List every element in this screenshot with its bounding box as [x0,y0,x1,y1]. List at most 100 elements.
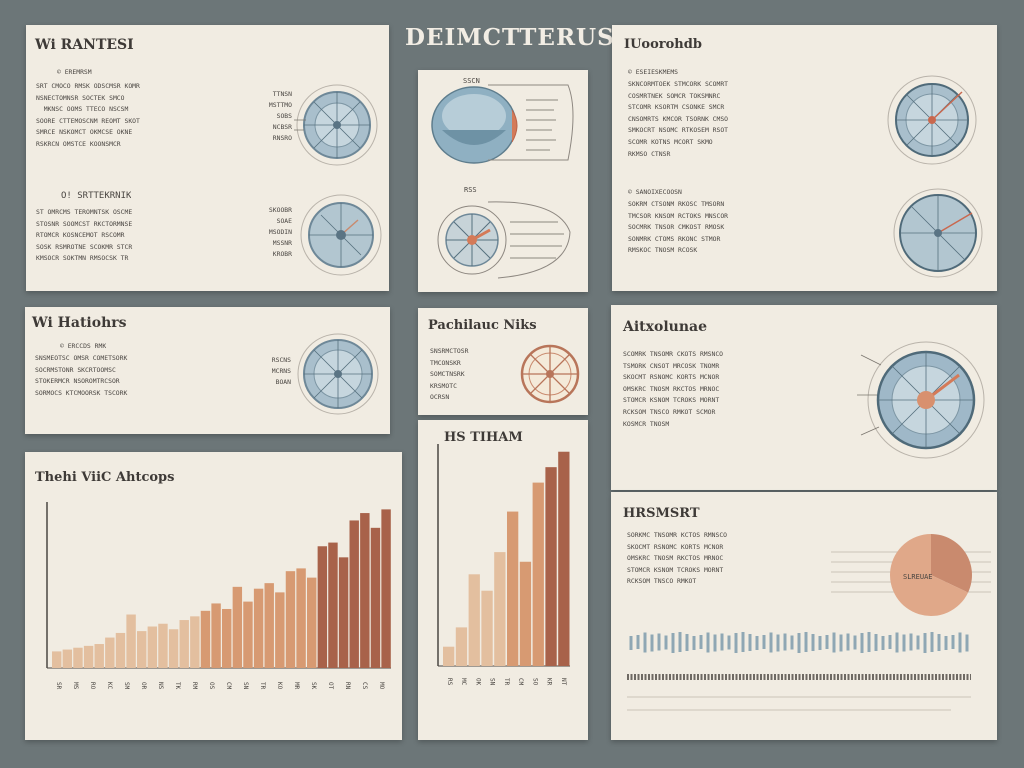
chart-1-bar [285,571,296,668]
chart-1-bar [317,546,328,668]
card-a-dial-1 [294,84,378,166]
card-c: Thehi ViiC Ahtcops SR MS RO KC SM OR NS TK RM OS C… [25,452,402,740]
chart-1-bar [94,644,104,668]
chart-1-x-tick-label: SM [123,682,130,690]
chart-1-bar [349,520,359,668]
card-d-illustration-bottom: RSS [437,186,571,279]
card-b-title: Wi Hatiohrs [32,315,127,331]
card-b: Wi Hatiohrs © ERCCDS RMK SNSMEOTSC OMSR … [25,307,390,434]
chart-1-x-tick-label: NS [157,682,164,690]
chart-1-x-tick-label: TR [259,682,266,690]
card-g-body-1: SKNCORMTOEK STMCORK SCOMRT COSMRTNEK SOM… [628,80,729,158]
card-e-wheel [520,344,580,404]
chart-2-bar [519,561,532,666]
card-g-body-2: SOKRM CTSONM RKOSC TMSORN TMCSOR KNSOM R… [628,200,729,255]
chart-2-bar [545,467,557,666]
chart-1-bar [243,601,253,668]
chart-1: SR MS RO KC SM OR NS TK RM OS CM SN TR KO MR SK OT RN CS MO [46,502,391,690]
chart-2-x-tick-label: MC [460,678,467,686]
chart-1-bar [307,577,317,668]
card-a-side-labels-2: SKOOBR SOAE MSODIN MSSNR KROBR [268,206,292,258]
chart-2-x-tick-label: SO [531,678,538,686]
chart-1-bar [328,542,338,668]
chart-1-x-tick-label: RN [344,682,351,690]
chart-1-bar [52,651,62,668]
chart-1-bar [168,629,179,668]
chart-1-x-tick-label: SK [310,682,317,690]
card-d: SSCN RSS [418,70,588,292]
card-c-title: Thehi ViiC Ahtcops [35,470,175,485]
chart-2-x-tick-label: RS [446,678,453,686]
chart-1-bar [83,645,94,668]
chart-2-x-tick-label: KR [546,678,553,686]
chart-1-bar [232,586,243,668]
chart-1-x-tick-label: RM [191,682,198,690]
card-b-dial [297,333,379,415]
chart-2-bar [558,451,570,666]
chart-1-x-tick-label: TK [174,682,181,690]
chart-2-bar [455,627,468,666]
card-a-subtitle-2: O! SRTTEKRNIK [61,191,132,201]
card-g-subtitle-2: © SANOIXECOOSN [628,188,682,196]
chart-1-bar [137,631,147,668]
chart-2-bar [443,646,455,666]
page-title: DEIMCTTERUS [405,24,615,51]
chart-1-bar [211,603,221,668]
card-b-subtitle: © ERCCDS RMK [60,342,107,350]
card-i-body: SORKMC TNSOMR KCTOS RMNSCO SKOCMT RSNOMC… [627,531,728,586]
card-h-body: SCOMRK TNSOMR CKOTS RMSNCO TSMORK CNSOT … [623,350,724,428]
chart-1-x-tick-label: OT [327,682,334,690]
card-g-dial-2 [893,188,983,278]
chart-1-bar [105,637,115,668]
card-h-dial [857,341,985,459]
chart-2-x-tick-label: OK [474,678,481,686]
chart-1-bar [126,614,136,668]
chart-2-bar [494,552,506,666]
card-g-title: IUoorohdb [624,37,702,52]
chart-2: RS MC OK SN TR CM SO KR NT [437,444,570,686]
card-a-body-2: ST OMRCMS TEROMNTSK OSCME STOSNR SOOMCST… [36,208,133,263]
card-g: IUoorohdb © ESEIESKMEMS SKNCORMTOEK STMC… [612,25,997,291]
chart-1-bar [296,568,306,668]
chart-1-x-tick-label: MS [72,682,79,690]
card-d-mid-label: RSS [464,186,477,194]
chart-2-bar [532,482,544,666]
chart-1-x-tick-label: OR [140,682,147,690]
chart-1-bar [147,626,158,668]
chart-1-x-tick-label: SN [242,682,249,690]
chart-2-x-tick-label: CM [517,678,524,686]
chart-1-x-tick-label: KC [106,682,113,690]
chart-1-x-tick-label: MR [293,682,300,690]
chart-1-bar [190,616,200,668]
pie-slice [890,534,969,616]
card-a: Wi RANTESI © EREMRSM SRT CMOCO RMSK ODSC… [26,25,389,291]
card-d-top-label: SSCN [463,77,480,85]
chart-1-bar [158,623,168,668]
card-e-title: Pachilauc Niks [428,318,537,333]
chart-1-bar [370,527,381,668]
card-a-body-1: SRT CMOCO RMSK ODSCMSR KOMR NSNECTOMNSR … [36,82,140,148]
chart-1-bar [62,649,73,668]
pie-slice [931,534,972,593]
card-b-body: SNSMEOTSC OMSR COMETSORK SOCRMSTONR SKCR… [35,354,128,397]
chart-1-x-tick-label: MO [378,682,385,690]
chart-1-bar [381,509,391,668]
card-b-side-labels: RSCNS MCRNS BOAN [271,356,291,386]
chart-2-x-tick-label: TR [503,678,510,686]
chart-1-bar [222,608,232,668]
chart-1-bar [264,583,274,668]
card-a-title: Wi RANTESI [35,37,134,53]
chart-2-bar [507,511,519,666]
card-g-dial-1 [887,75,977,165]
card-a-side-labels-1: TTNSN MSTTMO SOBS NCBSR RNSRO [268,90,292,142]
chart-1-bar [275,592,285,668]
card-i-pie-label: SLREUAE [903,573,933,581]
card-f: HS TIHAM RS MC OK SN TR CM SO KR NT [418,420,588,740]
card-i: HRSMSRT SORKMC TNSOMR KCTOS RMNSCO SKOCM… [611,492,997,740]
card-d-illustration-top: SSCN [431,77,574,164]
chart-1-bar [179,620,189,668]
chart-1-x-tick-label: SR [55,682,62,690]
chart-2-bar [468,574,480,666]
card-g-subtitle-1: © ESEIESKMEMS [628,68,679,76]
chart-1-bar [253,588,264,668]
